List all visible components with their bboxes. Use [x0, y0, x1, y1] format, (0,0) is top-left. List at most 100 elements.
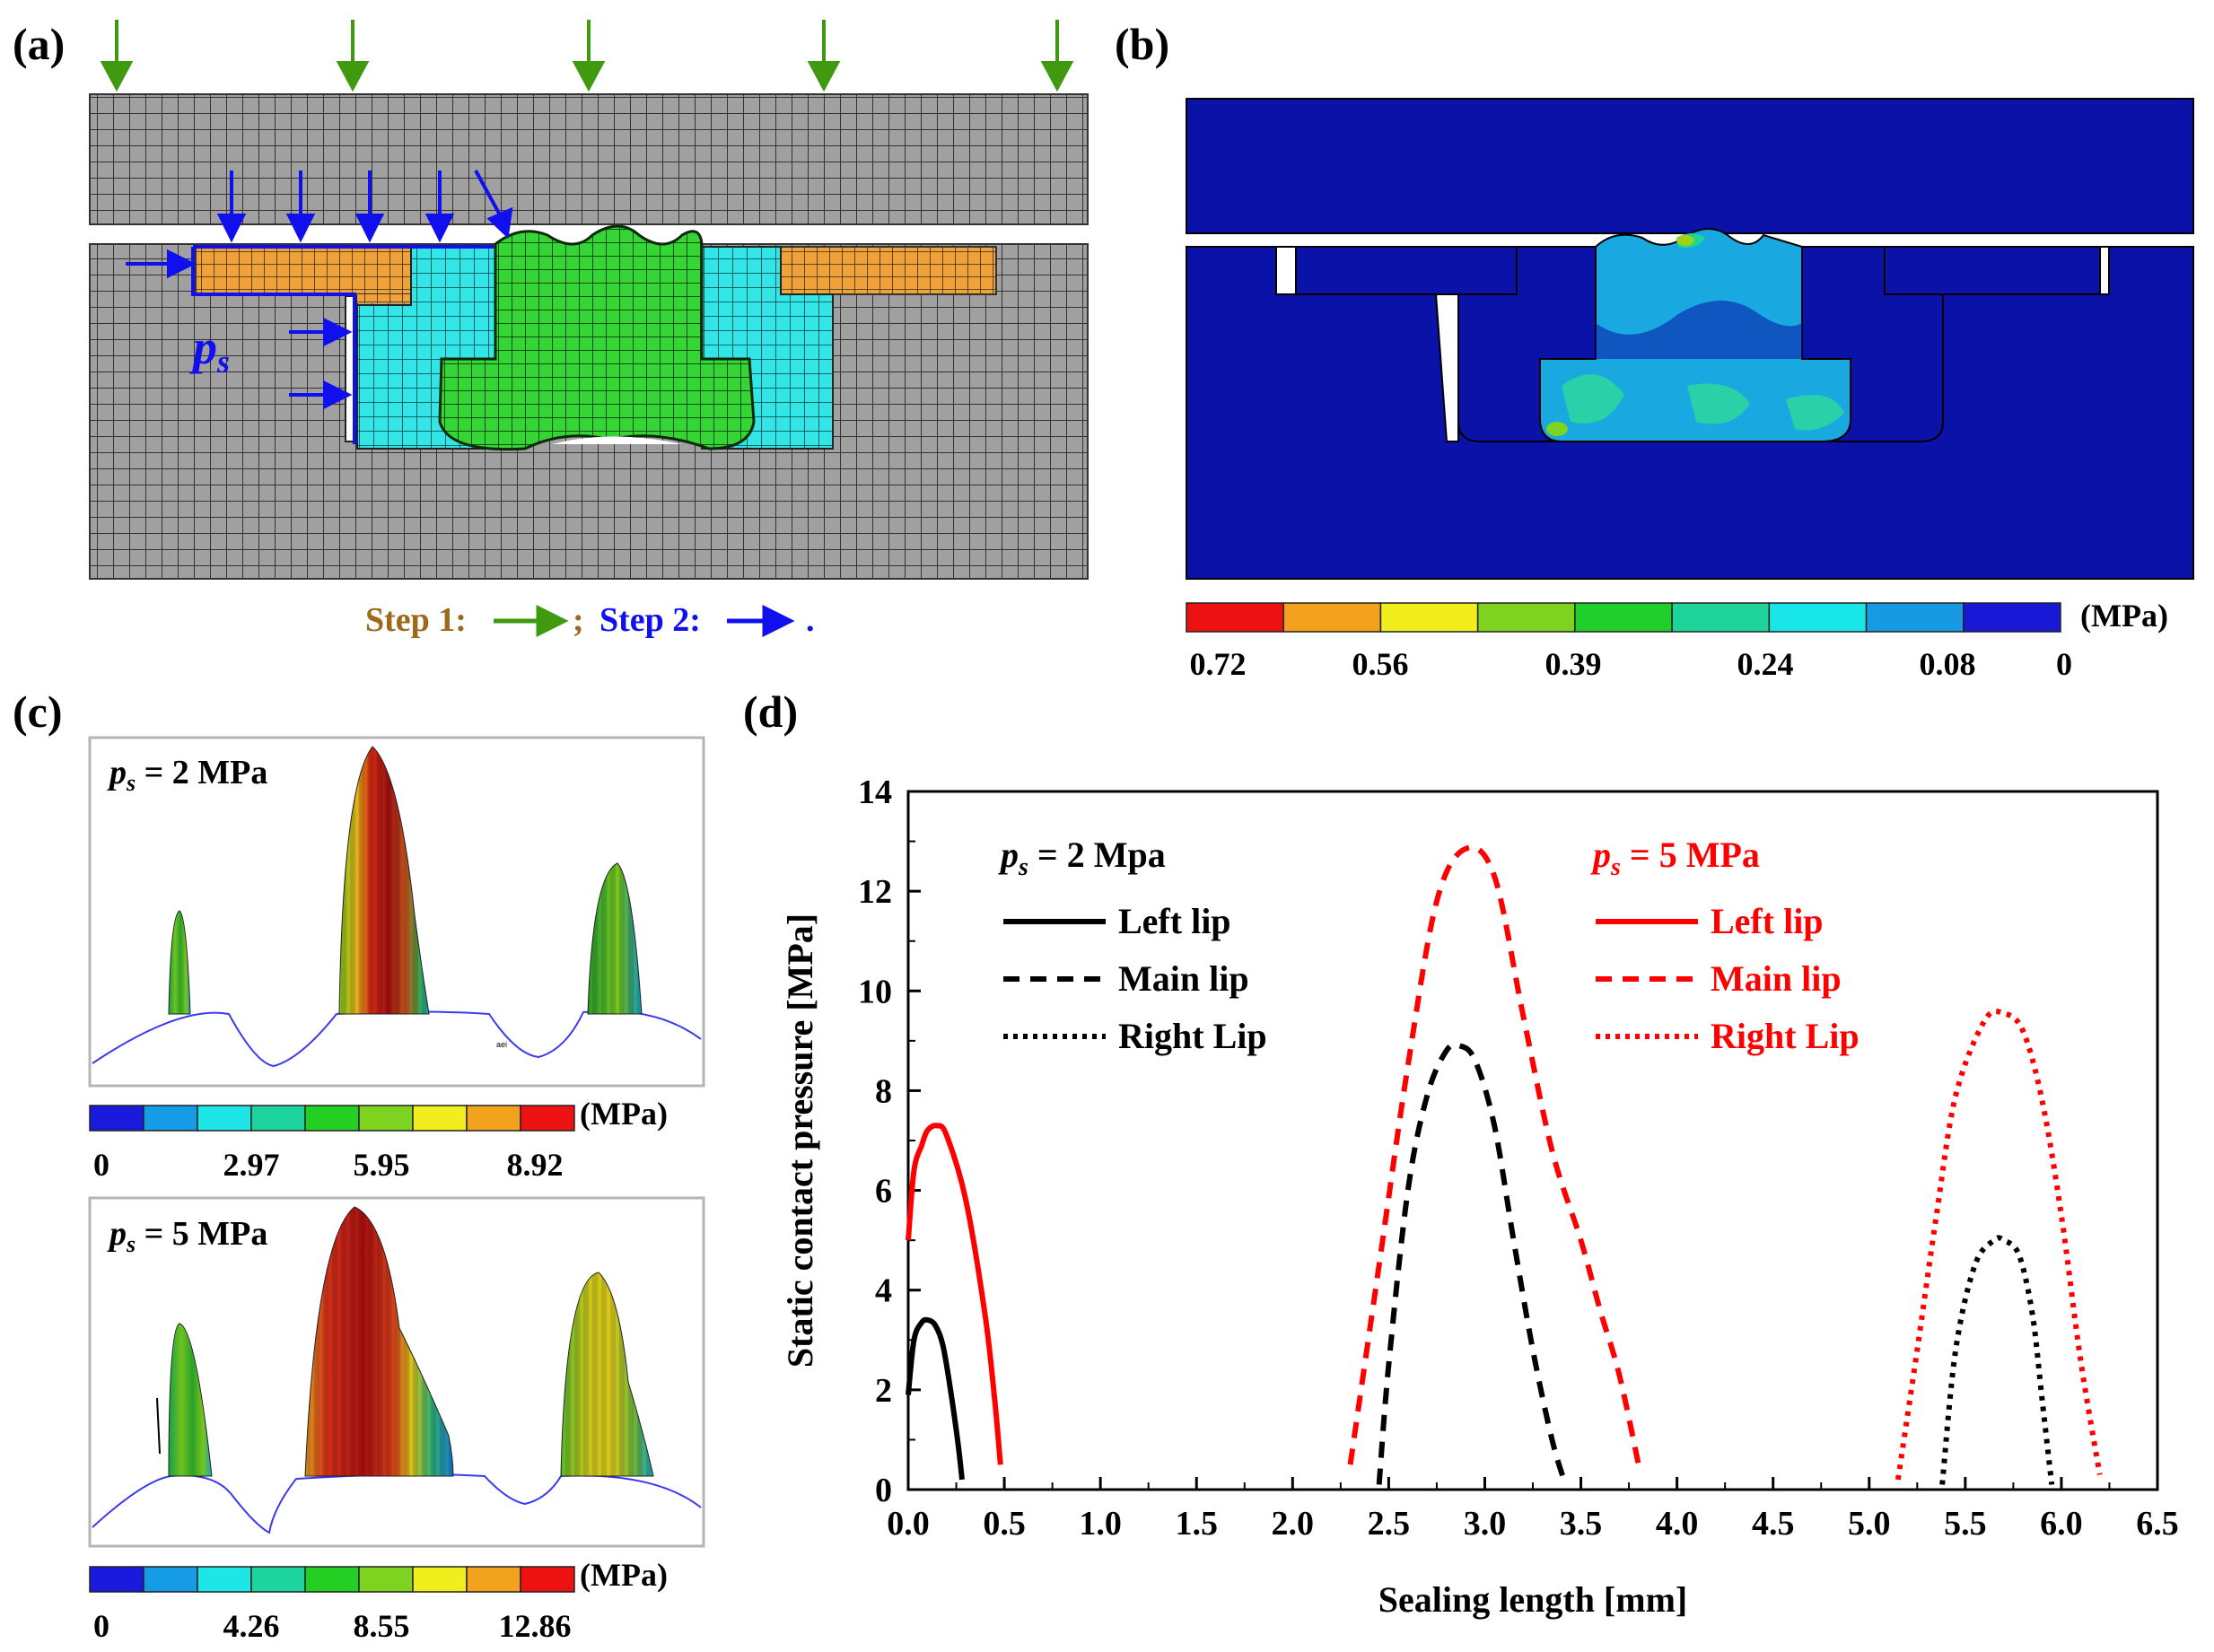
c-bottom-legend-swatch: [466, 1566, 521, 1593]
b-legend-swatch: [1186, 602, 1284, 633]
b-seal-contour-2: [1687, 383, 1750, 424]
c-bottom-legend-tick: 12.86: [499, 1608, 572, 1644]
c-top-legend-tick: 2.97: [223, 1147, 280, 1183]
legend-right-p: p: [1590, 835, 1611, 875]
x-tick-label: 6.5: [2136, 1505, 2179, 1543]
x-tick-label: 3.0: [1464, 1505, 1507, 1543]
b-legend-swatch: [1768, 602, 1868, 633]
panel-b-label: (b): [1115, 19, 1169, 69]
svg-text:ps = 2 MPa: ps = 2 MPa: [107, 754, 267, 796]
c-bottom-legend-swatch: [520, 1566, 575, 1593]
c-top-legend-swatch: [89, 1105, 144, 1132]
panel-b: (b) (MPa) 0.72 0.56 0.39 0.24 0.08 0: [1115, 19, 2194, 682]
ps-subscript: s: [216, 344, 230, 380]
c-top-tiny-label: aei: [496, 1040, 507, 1049]
y-axis-label: Static contact pressure [MPa]: [780, 913, 820, 1368]
c-bottom-legend-tick: 4.26: [223, 1608, 280, 1644]
c-top-lip-right-stripes: [588, 863, 642, 1014]
retainer-left-step: [357, 294, 411, 303]
b-legend-swatch: [1379, 602, 1479, 633]
c-top-s: s: [126, 770, 136, 796]
b-gap-right: [2099, 246, 2110, 295]
y-tick-label: 12: [858, 873, 892, 911]
retainer-left: [195, 246, 412, 295]
b-seal-contour-5: [1596, 301, 1802, 359]
panel-a: (a): [13, 19, 1089, 639]
x-tick-label: 0.5: [983, 1505, 1026, 1543]
c-bottom-legend-swatch: [358, 1566, 414, 1593]
step1-label: Step 1:: [365, 601, 467, 639]
c-top-legend-ticks: 0 2.97 5.95 8.92: [93, 1147, 564, 1183]
panel-a-label: (a): [13, 19, 65, 69]
b-legend-tick: 0.72: [1190, 646, 1247, 682]
c-bottom-lip-left-tail: [156, 1397, 161, 1455]
c-top-legend-swatch: [520, 1105, 575, 1132]
c-top-legend-swatch: [143, 1105, 198, 1132]
step-separator: ;: [573, 601, 584, 639]
c-bottom-lip-right-stripes: [561, 1272, 653, 1476]
c-bottom-unit: (MPa): [580, 1557, 668, 1593]
svg-text:ps: ps: [189, 320, 230, 380]
b-color-legend: [1186, 602, 2061, 633]
c-bottom-legend: [89, 1566, 575, 1593]
x-tick-label: 5.0: [1848, 1505, 1891, 1543]
c-bottom-legend-swatch: [143, 1566, 198, 1593]
legend-left-item-2: Main lip: [1118, 958, 1249, 999]
c-top-legend-tick: 5.95: [354, 1147, 410, 1183]
b-seal-hotspot-2: [1546, 422, 1568, 436]
b-legend-swatch: [1476, 602, 1576, 633]
b-seal-hotspot-1: [1676, 235, 1694, 246]
seal-bottom-gap: [552, 436, 682, 444]
series-line-3: [906, 1123, 1003, 1465]
legend-right-item-3: Right Lip: [1711, 1016, 1860, 1056]
x-tick-label: 2.5: [1368, 1505, 1411, 1543]
legend-left-item-3: Right Lip: [1118, 1016, 1267, 1056]
c-top-p: p: [107, 754, 127, 791]
plot-area: [906, 790, 2159, 1491]
y-tick-label: 2: [875, 1372, 892, 1410]
b-legend-tick: 0.39: [1545, 646, 1602, 682]
legend-left-eq: = 2 Mpa: [1028, 835, 1166, 875]
retainer-right: [780, 246, 997, 295]
svg-text:ps = 2 Mpa: ps = 2 Mpa: [998, 835, 1166, 881]
series-line-4: [1347, 844, 1641, 1465]
legend-left-item-1: Left lip: [1118, 901, 1231, 941]
pressure-boundary: [191, 245, 494, 444]
x-tick-label: 4.0: [1656, 1505, 1699, 1543]
c-top-legend-swatch: [358, 1105, 414, 1132]
c-bottom-s: s: [126, 1231, 136, 1257]
b-legend-swatch: [1671, 602, 1771, 633]
x-tick-label: 4.5: [1752, 1505, 1795, 1543]
c-top-legend-tick: 8.92: [507, 1147, 564, 1183]
b-legend-tick: 0.24: [1737, 646, 1794, 682]
b-legend-tick: 0: [2056, 646, 2072, 682]
x-tick-label: 2.0: [1272, 1505, 1315, 1543]
step-end: .: [806, 601, 815, 639]
c-bottom-lip-left: [168, 1323, 213, 1477]
b-legend-swatch: [1865, 602, 1965, 633]
step1-arrows: [100, 20, 1074, 92]
legend-left-p: p: [998, 835, 1019, 875]
c-top-legend-tick: 0: [93, 1147, 109, 1183]
step1-arrow-icon: [494, 604, 569, 638]
c-top-legend-swatch: [250, 1105, 306, 1132]
legend-right-eq: = 5 MPa: [1621, 835, 1760, 875]
c-top-legend-swatch: [412, 1105, 468, 1132]
panel-d-label: (d): [743, 686, 798, 737]
x-tick-label: 6.0: [2040, 1505, 2083, 1543]
b-seal-contour-1: [1562, 374, 1624, 424]
c-top-lip-left: [168, 910, 191, 1015]
c-bottom-legend-tick: 8.55: [354, 1608, 410, 1644]
c-top-lip-main-stripes: [339, 747, 429, 1014]
chart-series: [906, 844, 2103, 1486]
b-legend-tick: 0.08: [1920, 646, 1976, 682]
svg-text:ps = 5 MPa: ps = 5 MPa: [1590, 835, 1760, 881]
legend-right-item-1: Left lip: [1711, 901, 1824, 941]
y-tick-label: 14: [858, 774, 892, 811]
c-bottom-legend-tick: 0: [93, 1608, 109, 1644]
x-axis-label: Sealing length [mm]: [1378, 1579, 1687, 1620]
y-tick-label: 0: [875, 1472, 892, 1509]
c-top-eq: = 2 MPa: [136, 754, 267, 791]
x-tick-label: 1.5: [1175, 1505, 1218, 1543]
